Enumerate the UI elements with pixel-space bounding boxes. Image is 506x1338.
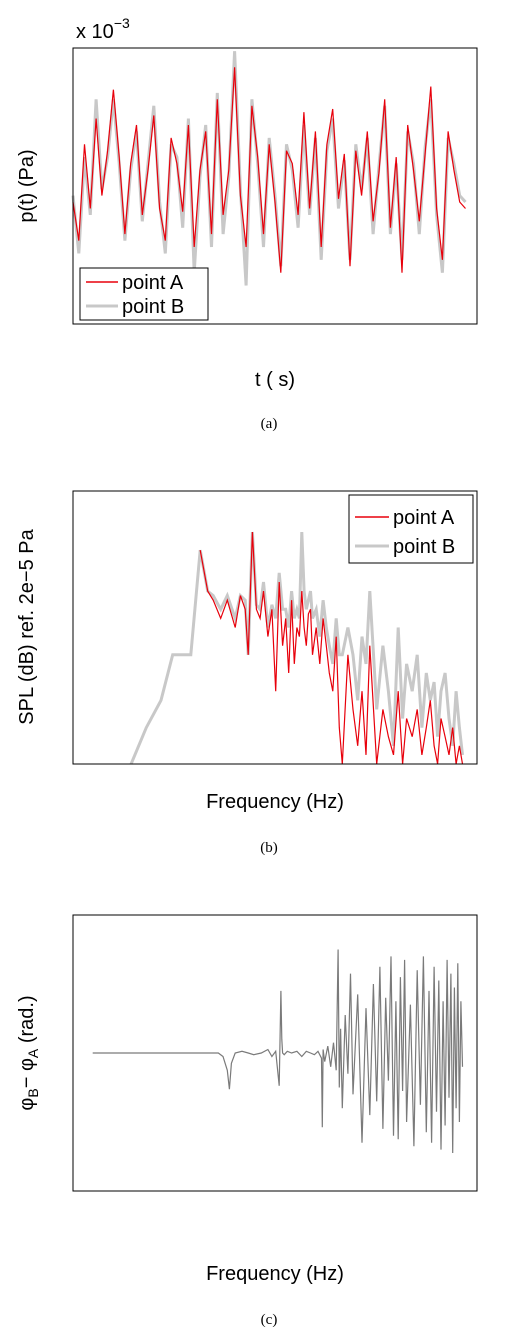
chart-b-legend: point A point B <box>348 494 474 564</box>
chart-c-series <box>92 949 464 1154</box>
chart-c-axes-box <box>72 914 478 1192</box>
chart-a-legend-label-a: point A <box>122 272 184 294</box>
chart-c-y-label-phi-a: φ <box>16 1058 38 1071</box>
chart-c-y-label-unit: (rad.) <box>16 995 38 1048</box>
chart-a-x-label: t ( s) <box>255 369 295 391</box>
chart-b-series-a <box>199 531 464 765</box>
chart-c-y-label-phi-b: φ <box>16 1098 38 1111</box>
chart-c-line-phase <box>92 949 464 1154</box>
chart-c-y-label-minus: − <box>16 1071 38 1088</box>
chart-b-line-point-a <box>199 531 464 765</box>
chart-c-y-label-sub-a: A <box>25 1048 41 1058</box>
chart-b-x-label: Frequency (Hz) <box>206 791 344 813</box>
chart-a-axes-box <box>72 47 478 325</box>
chart-c: Frequency (Hz) φB− φA (rad.) (c) <box>16 914 478 1328</box>
chart-c-x-label: Frequency (Hz) <box>206 1263 344 1285</box>
chart-b-caption: (b) <box>260 840 278 856</box>
chart-a-legend-label-b: point B <box>122 296 184 318</box>
chart-a: x 10−3 t ( s) p(t) (Pa) point A point B … <box>16 15 478 432</box>
chart-b: Frequency (Hz) SPL (dB) ref. 2e−5 Pa poi… <box>16 490 478 856</box>
chart-c-y-label: φB− φA (rad.) <box>16 995 41 1110</box>
chart-b-y-label: SPL (dB) ref. 2e−5 Pa <box>16 528 38 724</box>
chart-b-legend-label-a: point A <box>393 507 455 529</box>
chart-a-legend-box <box>79 267 209 321</box>
chart-a-y-label: p(t) (Pa) <box>16 149 38 222</box>
chart-b-axes-box <box>72 490 478 765</box>
chart-a-caption: (a) <box>261 416 278 432</box>
chart-c-y-label-sub-b: B <box>25 1088 41 1097</box>
chart-a-line-point-a <box>72 67 466 273</box>
chart-c-caption: (c) <box>261 1312 278 1328</box>
chart-b-legend-box <box>348 494 474 564</box>
chart-a-multiplier: x 10−3 <box>76 15 130 43</box>
chart-b-legend-label-b: point B <box>393 536 455 558</box>
chart-a-series-a <box>72 67 466 273</box>
chart-a-multiplier-exp: −3 <box>114 15 130 31</box>
chart-a-legend: point A point B <box>79 267 209 321</box>
